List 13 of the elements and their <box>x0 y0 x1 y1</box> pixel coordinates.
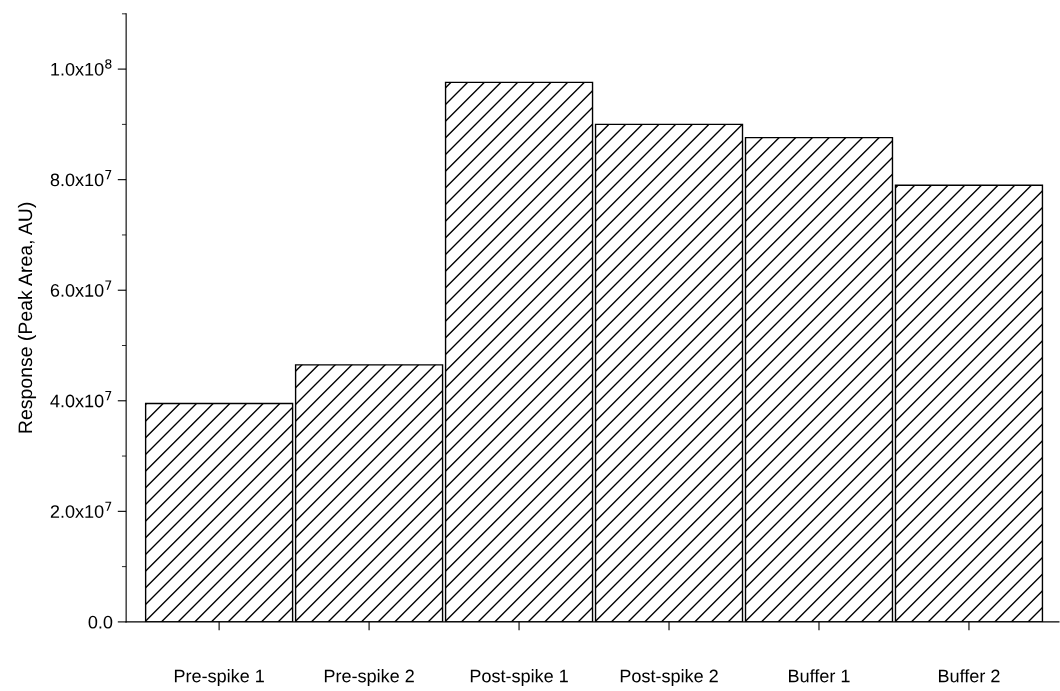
y-tick-label: 8.0x10$^{7}$ <box>50 169 112 187</box>
x-tick-label: Buffer 1 <box>789 669 850 683</box>
x-tick-label: Pre-spike 1 <box>174 669 264 686</box>
y-tick-label: 6.0x10$^{7}$ <box>50 280 112 297</box>
y-tick-label: 2.0x10$^{7}$ <box>50 501 112 518</box>
x-tick-label: Post-spike 1 <box>470 669 568 686</box>
y-tick-label: 1.0x10$^{8}$ <box>51 59 112 76</box>
y-tick-label: 0.0 <box>88 615 113 629</box>
x-tick-label: Pre-spike 2 <box>324 669 414 686</box>
x-tick-label: Post-spike 2 <box>620 669 718 686</box>
y-axis-title: Response (Peak Area, AU) <box>17 202 37 433</box>
x-tick-label: Buffer 2 <box>938 669 1000 683</box>
y-tick-label: 4.0x10$^{7}$ <box>50 391 112 408</box>
